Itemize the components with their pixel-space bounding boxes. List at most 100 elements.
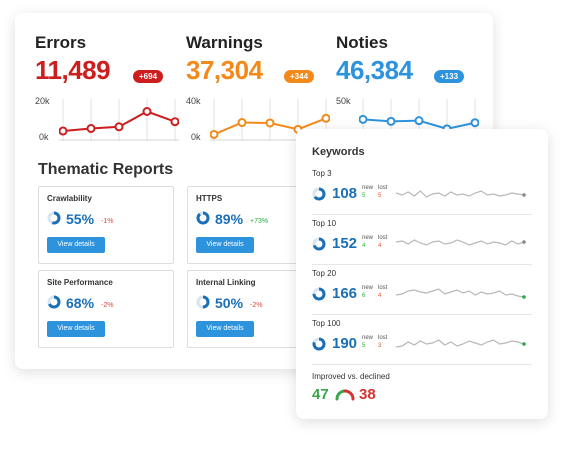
improved-declined-label: Improved vs. declined	[312, 372, 390, 381]
improved-count: 47	[312, 386, 329, 403]
report-name: Site Performance	[47, 278, 113, 287]
progress-ring-icon	[196, 211, 210, 225]
new-count: new 5	[362, 334, 373, 350]
sparkline-path	[396, 288, 525, 298]
ring-progress	[312, 337, 326, 351]
ring-progress	[47, 295, 61, 309]
report-name: HTTPS	[196, 194, 223, 203]
axis-max-label: 20k	[35, 96, 50, 106]
report-delta: -1%	[101, 218, 114, 225]
view-details-button[interactable]: View details	[47, 321, 105, 337]
new-label: new	[362, 235, 374, 241]
trend-point	[114, 122, 124, 132]
trend-point	[86, 124, 96, 133]
report-delta: -2%	[101, 302, 114, 309]
progress-ring-icon	[196, 295, 210, 309]
report-percent: 50%	[215, 295, 244, 311]
report-crawlability: Crawlability 55% -1% View details	[38, 186, 174, 264]
progress-ring-icon	[47, 211, 61, 225]
keyword-row-label: Top 10	[312, 219, 337, 228]
ring-progress	[312, 287, 326, 301]
keyword-sparkline	[396, 339, 526, 348]
errors-trend-chart	[59, 99, 179, 141]
view-details-button[interactable]: View details	[196, 321, 254, 337]
sparkline-path	[396, 190, 525, 198]
ring-progress	[312, 237, 326, 251]
metric-value: 11,489	[35, 55, 111, 85]
sparkline-path	[396, 239, 525, 246]
metric-badge: +133	[434, 70, 465, 83]
lost-label: lost	[378, 235, 388, 241]
keyword-row-top-10[interactable]: Top 10 152 new 4 lost 4	[312, 219, 532, 265]
trend-point	[210, 129, 219, 139]
axis-max-label: 50k	[336, 96, 351, 106]
keyword-row-label: Top 20	[312, 269, 337, 278]
lost-value: 4	[378, 243, 382, 249]
trend-point	[414, 116, 424, 126]
keyword-row-top-3[interactable]: Top 3 108 new 5 lost 5	[312, 169, 532, 215]
lost-value: 4	[378, 293, 382, 299]
new-value: 5	[362, 193, 366, 199]
declined-count: 38	[359, 386, 376, 403]
keyword-row-top-100[interactable]: Top 100 190 new 5 lost 3	[312, 319, 532, 365]
new-value: 6	[362, 293, 366, 299]
keyword-count: 166	[332, 285, 358, 302]
new-count: new 4	[362, 234, 373, 250]
metric-badge: +344	[284, 70, 315, 83]
keyword-sparkline	[396, 288, 526, 299]
keyword-count: 108	[332, 185, 358, 202]
metric-value: 46,384	[336, 55, 413, 85]
metric-label: Noties	[336, 33, 388, 52]
sparkline-end-dot	[522, 240, 526, 244]
progress-ring-icon	[312, 187, 326, 201]
new-value: 5	[362, 343, 366, 349]
new-count: new 5	[362, 184, 373, 200]
progress-ring-icon	[312, 337, 326, 351]
ring-progress	[47, 211, 61, 225]
axis-min-label: 0k	[39, 132, 49, 142]
trend-point	[470, 118, 479, 128]
keyword-row-top-20[interactable]: Top 20 166 new 6 lost 4	[312, 269, 532, 315]
lost-count: lost 5	[378, 184, 387, 200]
warnings-trend-chart	[210, 99, 330, 141]
lost-count: lost 4	[378, 284, 387, 300]
keyword-row-label: Top 100	[312, 319, 341, 328]
lost-count: lost 4	[378, 234, 387, 250]
trend-point	[265, 118, 275, 128]
metric-badge: +694	[133, 70, 164, 83]
ring-progress	[196, 295, 210, 309]
progress-ring-icon	[312, 237, 326, 251]
report-name: Internal Linking	[196, 278, 256, 287]
lost-label: lost	[378, 185, 388, 191]
sparkline-end-dot	[522, 342, 526, 346]
lost-label: lost	[378, 335, 388, 341]
trend-point	[359, 114, 368, 124]
ring-progress	[312, 187, 326, 201]
new-value: 4	[362, 243, 366, 249]
metric-value: 37,304	[186, 55, 263, 85]
view-details-button[interactable]: View details	[196, 237, 254, 253]
keyword-sparkline	[396, 239, 526, 246]
gauge-icon	[335, 389, 355, 401]
keyword-row-label: Top 3	[312, 169, 332, 178]
report-delta: -2%	[250, 302, 263, 309]
trend-point	[321, 113, 330, 123]
report-delta: +73%	[250, 218, 269, 225]
metric-label: Warnings	[186, 33, 263, 52]
keyword-count: 152	[332, 235, 358, 252]
keywords-title: Keywords	[312, 146, 365, 158]
progress-ring-icon	[312, 287, 326, 301]
trend-point	[142, 107, 152, 116]
new-label: new	[362, 185, 374, 191]
report-site-performance: Site Performance 68% -2% View details	[38, 270, 174, 348]
lost-label: lost	[378, 285, 388, 291]
report-name: Crawlability	[47, 194, 92, 203]
metric-label: Errors	[35, 33, 87, 52]
sparkline-end-dot	[522, 193, 526, 197]
view-details-button[interactable]: View details	[47, 237, 105, 253]
sparkline-path	[396, 339, 525, 348]
new-label: new	[362, 285, 374, 291]
lost-value: 5	[378, 193, 382, 199]
new-count: new 6	[362, 284, 373, 300]
lost-value: 3	[378, 343, 382, 349]
